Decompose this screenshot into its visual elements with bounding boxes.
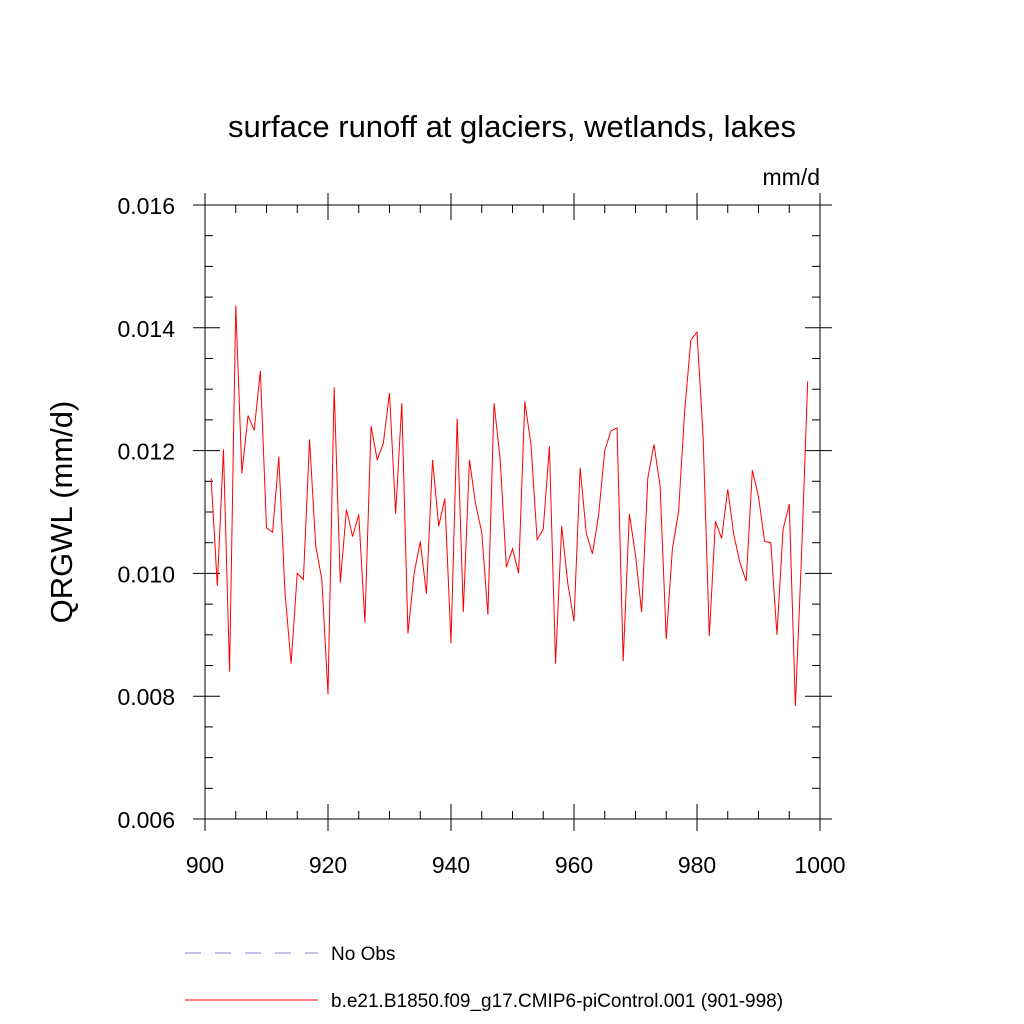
x-tick-label: 960 <box>555 852 593 878</box>
series-group <box>210 305 809 707</box>
x-tick-label: 940 <box>432 852 470 878</box>
legend-label: b.e21.B1850.f09_g17.CMIP6-piControl.001 … <box>331 991 783 1012</box>
units-label: mm/d <box>763 164 821 190</box>
series-line <box>210 305 809 707</box>
y-tick-label: 0.012 <box>117 439 175 465</box>
x-tick-label: 900 <box>186 852 224 878</box>
y-tick-label: 0.016 <box>117 193 175 219</box>
y-tick-label: 0.010 <box>117 561 175 587</box>
x-tick-label: 1000 <box>794 852 845 878</box>
y-tick-label: 0.014 <box>117 316 175 342</box>
chart-title: surface runoff at glaciers, wetlands, la… <box>228 109 796 144</box>
y-axis-label: QRGWL (mm/d) <box>44 401 79 624</box>
tick-labels: 900 920 940 960 980 1000 0.006 0.008 0.010 0.012 0… <box>117 193 845 878</box>
y-tick-label: 0.008 <box>117 684 175 710</box>
x-tick-label: 920 <box>309 852 347 878</box>
plot-frame <box>204 204 821 820</box>
axis-ticks <box>193 193 832 831</box>
legend: No Obs b.e21.B1850.f09_g17.CMIP6-piContro… <box>185 944 783 1012</box>
y-tick-label: 0.006 <box>117 807 175 833</box>
x-tick-label: 980 <box>678 852 716 878</box>
legend-label: No Obs <box>331 944 395 965</box>
